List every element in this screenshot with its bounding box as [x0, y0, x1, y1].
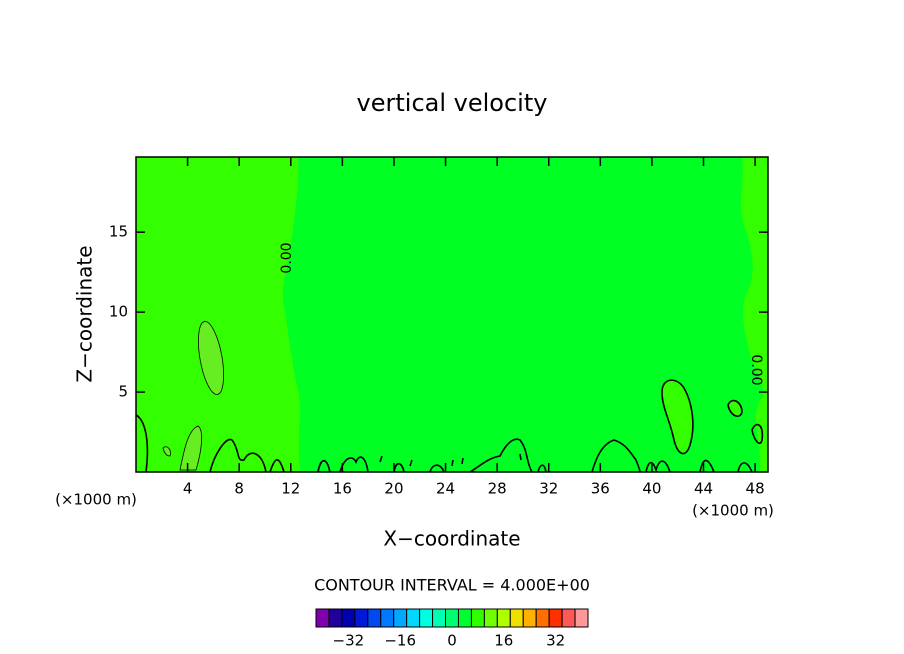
colorbar-box — [393, 608, 408, 628]
colorbar-box — [561, 608, 576, 628]
colorbar-box — [432, 608, 447, 628]
x-tick-label: 40 — [642, 480, 661, 498]
colorbar-tick-label: 16 — [494, 632, 513, 650]
colorbar-box — [574, 608, 589, 628]
colorbar-box — [470, 608, 485, 628]
x-tick-label: 32 — [539, 480, 558, 498]
contour-label: 0.00 — [748, 354, 764, 385]
plot-frame — [135, 156, 769, 473]
x-unit-label: (×1000 m) — [692, 502, 774, 520]
contour-field — [135, 157, 768, 473]
colorbar-tick-label: 32 — [546, 632, 565, 650]
y-tick-label: 15 — [109, 223, 128, 241]
y-axis-label: Z−coordinate — [73, 245, 97, 382]
colorbar-tick-label: 0 — [447, 632, 457, 650]
colorbar-box — [315, 608, 330, 628]
colorbar-box — [354, 608, 369, 628]
x-tick-label: 28 — [488, 480, 507, 498]
x-tick-label: 16 — [333, 480, 352, 498]
x-tick-label: 4 — [183, 480, 193, 498]
colorbar-tick-label: −32 — [333, 632, 365, 650]
chart-title: vertical velocity — [357, 89, 548, 117]
colorbar-box — [380, 608, 395, 628]
x-tick-label: 8 — [234, 480, 244, 498]
colorbar-box — [328, 608, 343, 628]
colorbar-box — [341, 608, 356, 628]
colorbar-box — [445, 608, 459, 628]
contour-label: 0.00 — [279, 242, 295, 273]
x-tick-label: 12 — [281, 480, 300, 498]
contour-interval: CONTOUR INTERVAL = 4.000E+00 — [314, 576, 590, 595]
y-tick-label: 10 — [109, 303, 128, 321]
x-tick-label: 36 — [591, 480, 610, 498]
colorbar-box — [548, 608, 563, 628]
x-tick-label: 20 — [384, 480, 403, 498]
colorbar-box — [535, 608, 550, 628]
x-axis-label: X−coordinate — [383, 527, 520, 551]
colorbar-box — [457, 608, 472, 628]
x-tick-label: 24 — [436, 480, 455, 498]
colorbar-tick-label: −16 — [384, 632, 416, 650]
colorbar-box — [483, 608, 498, 628]
colorbar-box — [509, 608, 524, 628]
x-tick-label: 48 — [746, 480, 765, 498]
colorbar-box — [406, 608, 421, 628]
y-tick-label: 5 — [118, 383, 128, 401]
colorbar-box — [522, 608, 537, 628]
x-unit-label: (×1000 m) — [55, 491, 137, 509]
colorbar-box — [496, 608, 511, 628]
colorbar-box — [419, 608, 434, 628]
colorbar-box — [367, 608, 382, 628]
x-tick-label: 44 — [694, 480, 713, 498]
